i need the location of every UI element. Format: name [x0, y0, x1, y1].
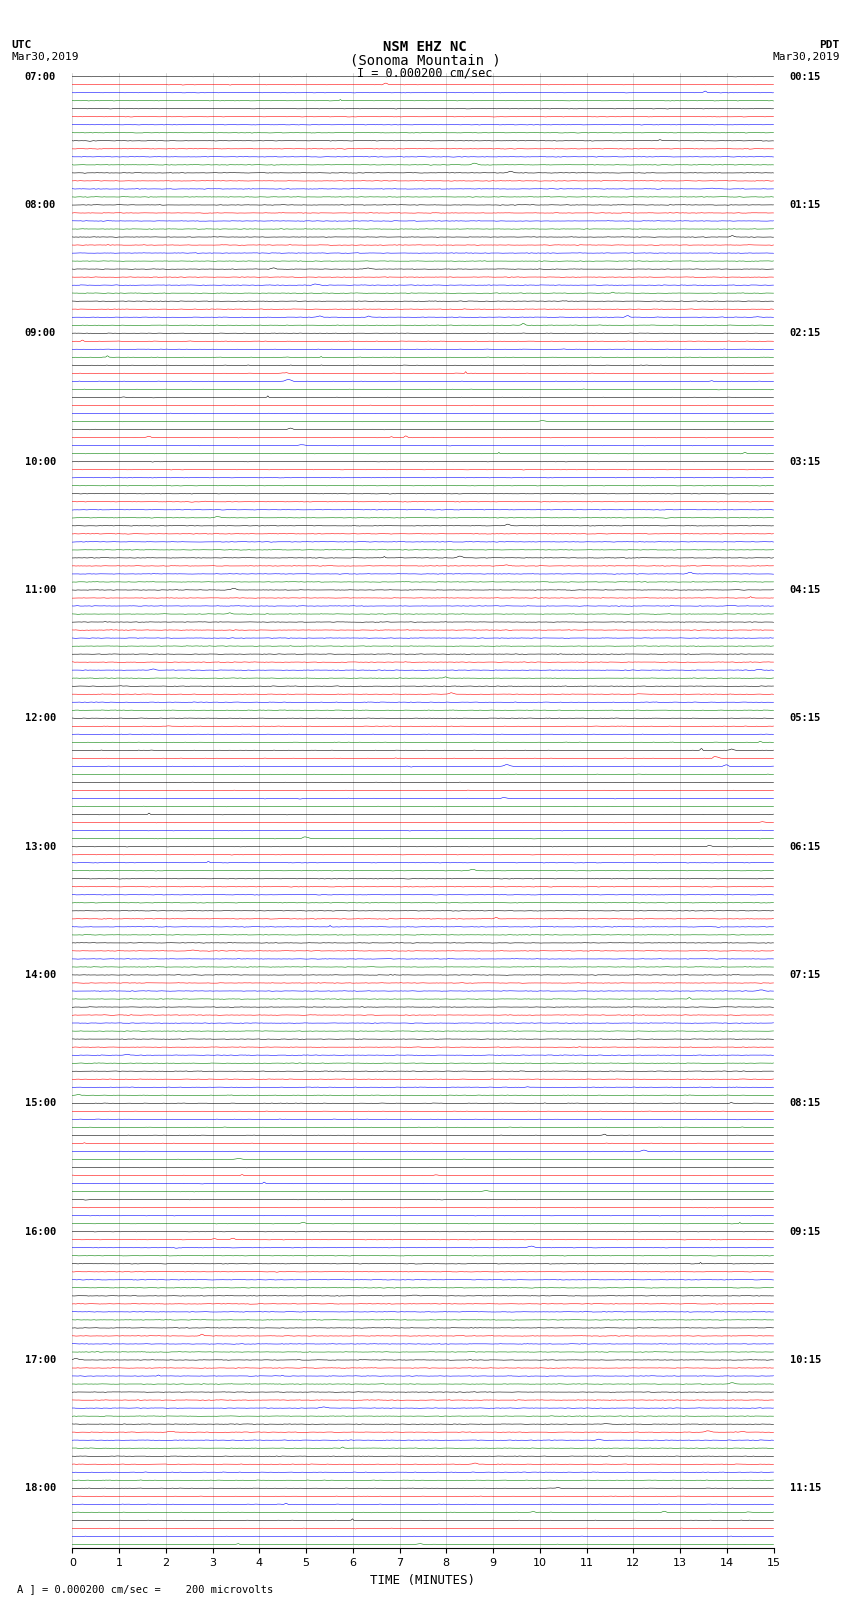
Text: 15:00: 15:00: [25, 1098, 56, 1108]
Text: UTC: UTC: [11, 40, 31, 50]
Text: 07:00: 07:00: [25, 71, 56, 82]
Text: 10:15: 10:15: [790, 1355, 821, 1365]
Text: 17:00: 17:00: [25, 1355, 56, 1365]
Text: (Sonoma Mountain ): (Sonoma Mountain ): [349, 53, 501, 68]
Text: 09:00: 09:00: [25, 329, 56, 339]
Text: 14:00: 14:00: [25, 969, 56, 981]
Text: 18:00: 18:00: [25, 1484, 56, 1494]
Text: 05:15: 05:15: [790, 713, 821, 723]
Text: NSM EHZ NC: NSM EHZ NC: [383, 40, 467, 55]
Text: 02:15: 02:15: [790, 329, 821, 339]
Text: 04:15: 04:15: [790, 586, 821, 595]
Text: 11:00: 11:00: [25, 586, 56, 595]
Text: 08:15: 08:15: [790, 1098, 821, 1108]
Text: 09:15: 09:15: [790, 1226, 821, 1237]
Text: 10:00: 10:00: [25, 456, 56, 466]
Text: 11:15: 11:15: [790, 1484, 821, 1494]
Text: 01:15: 01:15: [790, 200, 821, 210]
Text: I = 0.000200 cm/sec: I = 0.000200 cm/sec: [357, 66, 493, 79]
Text: 13:00: 13:00: [25, 842, 56, 852]
Text: 16:00: 16:00: [25, 1226, 56, 1237]
Text: Mar30,2019: Mar30,2019: [773, 52, 840, 61]
X-axis label: TIME (MINUTES): TIME (MINUTES): [371, 1574, 475, 1587]
Text: 03:15: 03:15: [790, 456, 821, 466]
Text: 00:15: 00:15: [790, 71, 821, 82]
Text: 12:00: 12:00: [25, 713, 56, 723]
Text: A ] = 0.000200 cm/sec =    200 microvolts: A ] = 0.000200 cm/sec = 200 microvolts: [17, 1584, 273, 1594]
Text: 06:15: 06:15: [790, 842, 821, 852]
Text: 08:00: 08:00: [25, 200, 56, 210]
Text: 07:15: 07:15: [790, 969, 821, 981]
Text: Mar30,2019: Mar30,2019: [11, 52, 78, 61]
Text: PDT: PDT: [819, 40, 840, 50]
